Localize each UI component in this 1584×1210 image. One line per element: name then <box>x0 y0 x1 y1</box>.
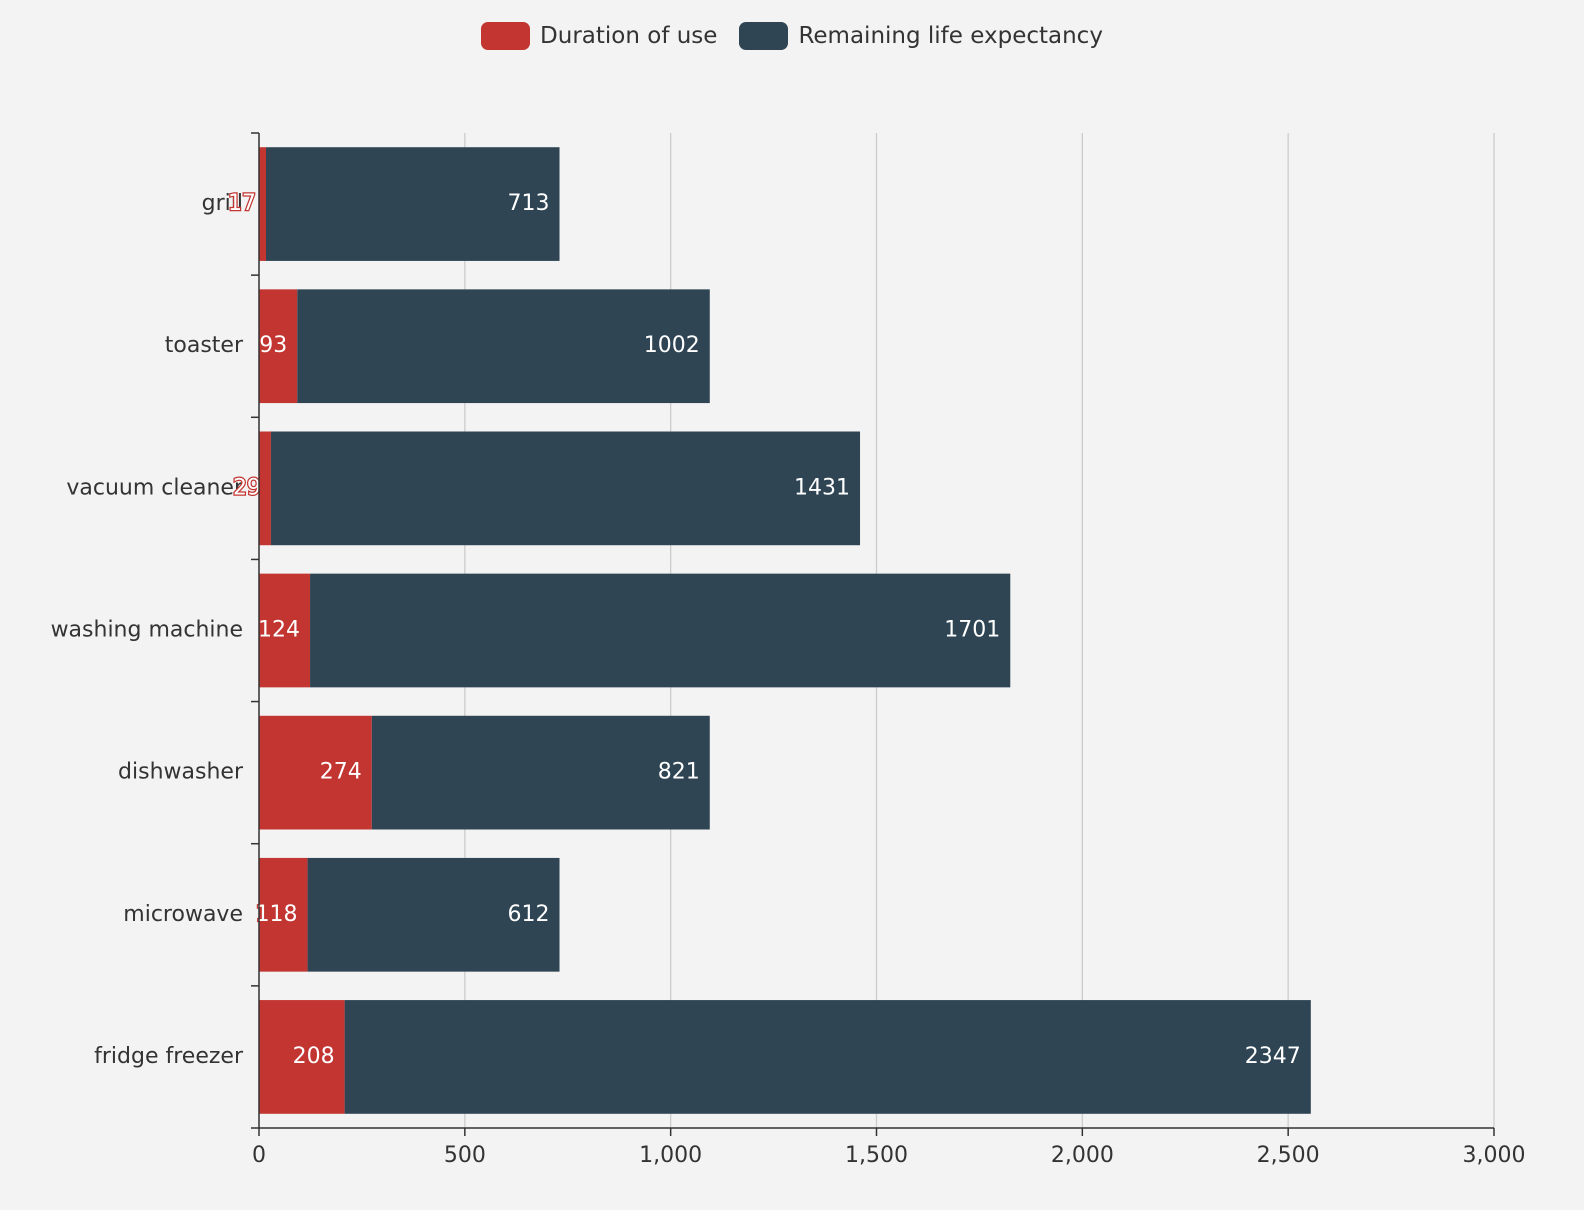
y-axis-category-label: toaster <box>165 333 244 358</box>
bar-segment[interactable] <box>259 431 271 546</box>
bar-segment[interactable] <box>297 289 710 404</box>
legend-swatch-duration-of-use <box>481 22 531 50</box>
y-axis-category-label: dishwasher <box>118 760 244 785</box>
bar-data-label: 2347 <box>1245 1044 1301 1069</box>
legend: Duration of use Remaining life expectanc… <box>0 22 1584 50</box>
bar-data-label: 612 <box>508 902 550 927</box>
bar-segment[interactable] <box>270 431 861 546</box>
bar-segment[interactable] <box>259 857 308 972</box>
x-axis-tick-label: 1,000 <box>639 1143 702 1168</box>
bar-segment[interactable] <box>344 1000 1311 1114</box>
bar-segment[interactable] <box>371 715 710 830</box>
y-axis-category-label: grill <box>202 191 243 216</box>
bar-data-label: 208 <box>293 1044 335 1069</box>
legend-label-remaining-life-expectancy: Remaining life expectancy <box>798 23 1103 49</box>
x-axis-tick-label: 500 <box>444 1143 486 1168</box>
bar-data-label: 93 <box>259 333 287 358</box>
legend-label-duration-of-use: Duration of use <box>540 23 718 49</box>
x-axis-tick-label: 2,000 <box>1051 1143 1114 1168</box>
legend-item-remaining-life-expectancy[interactable]: Remaining life expectancy <box>739 22 1103 50</box>
bar-segment[interactable] <box>265 147 560 261</box>
y-axis-category-label: washing machine <box>51 618 243 643</box>
bar-segment[interactable] <box>259 573 311 688</box>
x-axis-tick-label: 1,500 <box>845 1143 908 1168</box>
y-axis-category-label: microwave <box>123 902 243 927</box>
x-axis-tick-label: 3,000 <box>1463 1143 1526 1168</box>
bar-segment[interactable] <box>310 573 1011 688</box>
bar-segment[interactable] <box>259 289 298 404</box>
legend-item-duration-of-use[interactable]: Duration of use <box>481 22 717 50</box>
bar-segment[interactable] <box>307 857 560 972</box>
bar-data-label: 29 <box>233 475 261 500</box>
x-axis-tick-label: 0 <box>252 1143 266 1168</box>
bar-data-label: 1431 <box>794 475 850 500</box>
y-axis-category-label: vacuum cleaner <box>66 475 244 500</box>
bar-data-label: 713 <box>508 191 550 216</box>
y-axis-category-label: fridge freezer <box>94 1044 244 1069</box>
bar-segment[interactable] <box>259 715 372 830</box>
legend-swatch-remaining-life-expectancy <box>739 22 789 50</box>
bar-data-label: 17 <box>228 191 256 216</box>
bar-data-label: 821 <box>658 760 700 785</box>
bar-data-label: 1002 <box>644 333 700 358</box>
bar-segment[interactable] <box>259 1000 345 1114</box>
bar-data-label: 124 <box>258 618 300 643</box>
bar-data-label: 1701 <box>944 618 1000 643</box>
bar-data-label: 274 <box>320 760 362 785</box>
x-axis-tick-label: 2,500 <box>1257 1143 1320 1168</box>
bar-data-label: 118 <box>256 902 298 927</box>
bar-segment[interactable] <box>259 147 266 261</box>
